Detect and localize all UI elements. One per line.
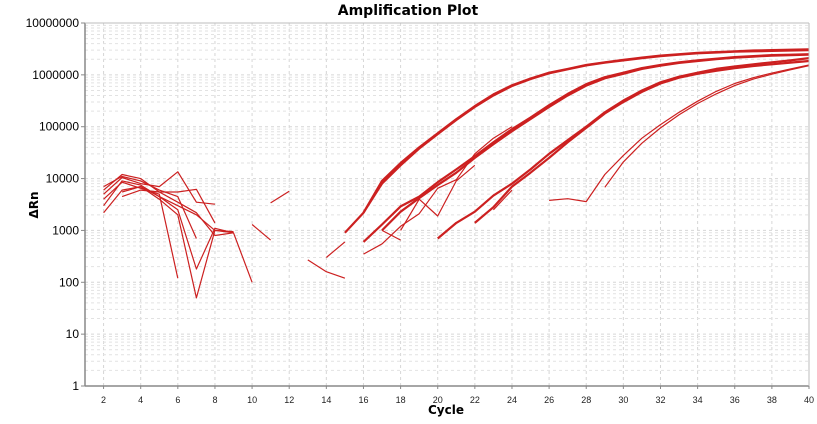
y-tick-label: 1000000: [32, 68, 79, 82]
x-tick-label: 22: [470, 395, 480, 405]
amplification-curve-baseline-8: [103, 173, 234, 237]
amplification-curve-mid-B2: [381, 53, 810, 232]
x-tick-label: 40: [804, 395, 814, 405]
amplification-curve-late-D2: [604, 65, 810, 188]
x-tick-label: 20: [433, 395, 443, 405]
amplification-curve-baseline-3: [103, 180, 234, 270]
y-tick-label: 10000000: [26, 16, 80, 30]
amplification-curve-late-C3: [492, 189, 513, 211]
x-tick-label: 36: [730, 395, 740, 405]
amplification-curve-late-C1: [436, 57, 810, 240]
y-tick-label: 10000: [46, 172, 80, 186]
amplification-curve-baseline-4: [103, 186, 234, 299]
y-axis-ticks: 1 10 100 1000 10000 100000 1000000 10000000: [26, 16, 85, 393]
x-tick-label: 28: [581, 395, 591, 405]
amplification-curve-baseline-5: [103, 181, 179, 279]
x-tick-label: 12: [284, 395, 294, 405]
x-tick-label: 30: [618, 395, 628, 405]
amplification-curve-frag-2: [270, 190, 290, 204]
chart-title: Amplification Plot: [338, 3, 479, 19]
amplification-curve-early-A2: [362, 49, 810, 214]
amplification-curve-late-C2: [474, 59, 810, 224]
x-tick-label: 18: [396, 395, 406, 405]
x-tick-label: 4: [138, 395, 143, 405]
y-tick-label: 10: [66, 327, 80, 341]
y-tick-label: 1: [72, 379, 79, 393]
x-tick-label: 2: [101, 395, 106, 405]
amplification-curve-baseline-7: [121, 186, 253, 283]
amplification-curve-baseline-2: [103, 171, 215, 205]
x-tick-label: 6: [175, 395, 180, 405]
x-tick-label: 24: [507, 395, 517, 405]
y-tick-label: 100: [59, 275, 79, 289]
x-tick-label: 34: [693, 395, 703, 405]
x-tick-label: 14: [321, 395, 331, 405]
x-axis-label: Cycle: [428, 403, 464, 417]
amplification-curve-mid-B4: [381, 229, 401, 241]
y-tick-label: 1000: [52, 223, 79, 237]
x-tick-label: 38: [767, 395, 777, 405]
amplification-curve-baseline-6: [121, 188, 216, 224]
amplification-curve-late-D1: [549, 64, 810, 203]
x-tick-label: 8: [212, 395, 217, 405]
amplification-curve-mid-B5: [400, 164, 476, 231]
x-tick-label: 10: [247, 395, 257, 405]
x-tick-label: 26: [544, 395, 554, 405]
x-tick-label: 32: [655, 395, 665, 405]
plot-series: [103, 48, 810, 299]
amplification-curve-frag-1: [251, 224, 271, 241]
y-axis-label: ΔRn: [27, 191, 41, 218]
x-tick-label: 16: [358, 395, 368, 405]
amplification-curve-mid-B3: [363, 126, 513, 255]
amplification-curve-frag-3: [307, 259, 346, 279]
y-tick-label: 100000: [39, 120, 79, 134]
amplification-curve-frag-4: [325, 241, 346, 258]
x-axis-ticks: 2 4 6 8 10 12 14 16 18 20 22 24 26 28 30 32 34 36 38 40: [101, 386, 814, 405]
